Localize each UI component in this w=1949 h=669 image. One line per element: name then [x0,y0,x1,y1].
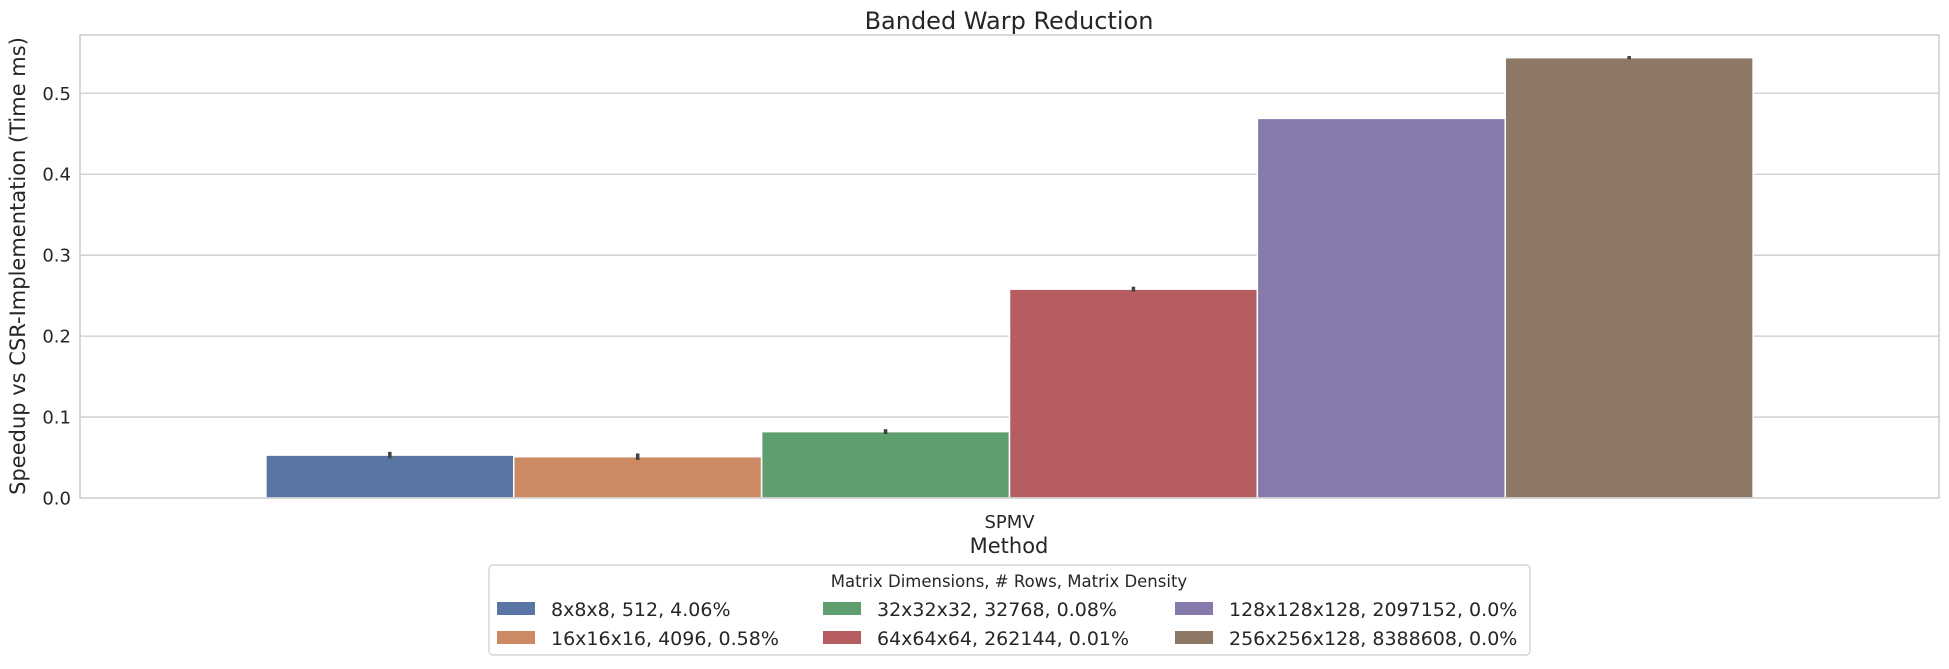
x-tick-label: SPMV [984,512,1035,533]
plot-frame [79,34,1940,499]
legend-swatch [823,631,861,644]
legend-label: 32x32x32, 32768, 0.08% [877,599,1117,621]
legend-label: 8x8x8, 512, 4.06% [551,599,731,621]
legend-item: 256x256x128, 8388608, 0.0% [1175,628,1517,650]
legend-item: 8x8x8, 512, 4.06% [497,599,731,621]
legend-label: 16x16x16, 4096, 0.58% [551,628,779,650]
bars [265,56,1754,499]
legend-item: 32x32x32, 32768, 0.08% [823,599,1117,621]
legend-swatch [497,631,535,644]
y-tick-label: 0.3 [42,246,71,267]
legend-title: Matrix Dimensions, # Rows, Matrix Densit… [831,572,1188,591]
y-tick-label: 0.5 [42,84,71,105]
legend-items: 8x8x8, 512, 4.06% 16x16x16, 4096, 0.58% 32… [497,599,1517,650]
legend-label: 128x128x128, 2097152, 0.0% [1229,599,1517,621]
legend-item: 128x128x128, 2097152, 0.0% [1175,599,1517,621]
chart-title: Banded Warp Reduction [865,7,1154,35]
x-axis-label: Method [970,534,1049,558]
legend-label: 256x256x128, 8388608, 0.0% [1229,628,1517,650]
y-tick-label: 0.0 [42,489,71,510]
legend-swatch [1175,631,1213,644]
bar [265,454,515,499]
y-axis-label: Speedup vs CSR-Implementation (Time ms) [6,37,30,495]
y-tick-label: 0.2 [42,327,71,348]
legend-item: 64x64x64, 262144, 0.01% [823,628,1129,650]
legend-swatch [497,602,535,615]
bar [1256,117,1506,499]
legend: Matrix Dimensions, # Rows, Matrix Densit… [488,564,1531,656]
legend-swatch [1175,602,1213,615]
bar [1504,56,1754,499]
legend-label: 64x64x64, 262144, 0.01% [877,628,1129,650]
y-tick-label: 0.1 [42,408,71,429]
legend-swatch [823,602,861,615]
legend-item: 16x16x16, 4096, 0.58% [497,628,779,650]
bar [1008,288,1259,499]
legend-frame [488,564,1531,656]
error-bars [388,56,1631,460]
y-tick-labels: 0.0 0.1 0.2 0.3 0.4 0.5 [42,84,71,510]
x-tick-labels: SPMV [984,512,1035,533]
bar [760,430,1011,499]
bar [513,455,763,499]
y-tick-label: 0.4 [42,165,71,186]
